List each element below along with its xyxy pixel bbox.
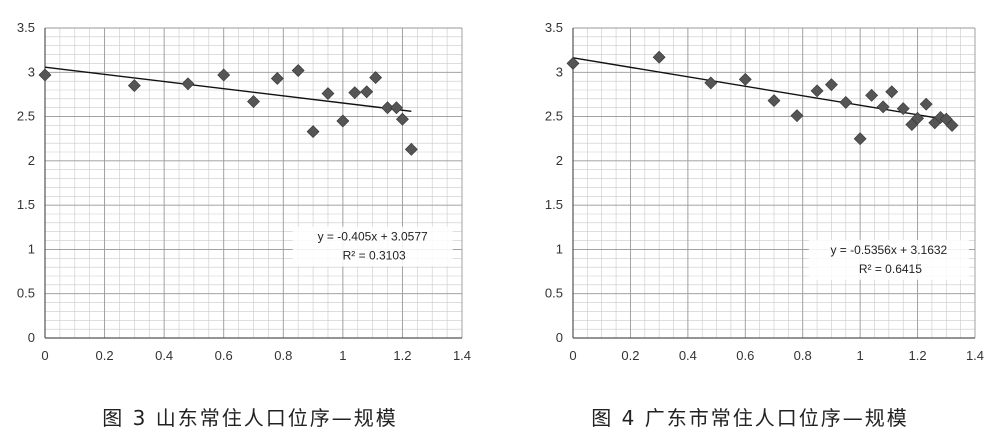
chart-panel-guangdong: 0 0.2 0.4 0.6 0.8 1 1.2 1.4 0 0.5 1 1.5 2 2.5 3 3.5 y = … [500,0,1000,440]
data-point [704,76,718,90]
data-point [348,86,362,100]
data-point [404,142,418,156]
x-tick-label: 1.4 [453,348,471,363]
data-point [738,72,752,86]
x-tick-label: 1.4 [966,348,984,363]
data-point [853,132,867,146]
y-tick-label: 0.5 [545,286,563,301]
y-tick-label: 1 [556,241,563,256]
y-tick-label: 1.5 [17,197,35,212]
y-tick-label: 2.5 [17,109,35,124]
data-point [369,71,383,85]
annotation-background [808,239,969,280]
data-point [790,109,804,123]
data-point [652,50,666,64]
y-tick-label: 1.5 [545,197,563,212]
data-point [38,68,52,82]
y-tick-label: 3.5 [545,20,563,35]
y-tick-label: 0.5 [17,286,35,301]
x-tick-label: 0.6 [736,348,754,363]
data-point [911,111,924,125]
trendline-equation: y = -0.405x + 3.0577 [318,230,428,244]
x-tick-label: 0.8 [794,348,812,363]
x-tick-label: 0 [41,348,48,363]
data-point [767,94,781,108]
data-point [919,97,933,111]
figure-caption: 图 3 山东常住人口位序—规模 [102,406,398,430]
x-tick-label: 0.4 [679,348,697,363]
grid-minor [572,27,976,339]
y-tick-label: 2 [28,153,35,168]
data-point [321,87,335,100]
data-point [810,84,824,98]
x-tick-label: 0.2 [96,348,114,363]
scatter-chart-guangdong: 0 0.2 0.4 0.6 0.8 1 1.2 1.4 0 0.5 1 1.5 2 2.5 3 3.5 y = … [545,20,984,363]
r-squared-label: R² = 0.3103 [343,249,406,263]
annotation-background [292,226,453,267]
x-tick-label: 1 [339,348,346,363]
x-tick-label: 0.4 [155,348,173,363]
data-point [127,79,141,92]
y-tick-label: 2.5 [545,109,563,124]
x-tick-label: 0 [569,348,576,363]
data-point [247,95,260,108]
y-tick-label: 3 [556,64,563,79]
data-point [360,85,374,99]
data-point [825,78,838,92]
y-tick-label: 2 [556,153,563,168]
y-tick-label: 0 [28,330,35,345]
x-tick-label: 1 [857,348,864,363]
x-tick-label: 1.2 [909,348,927,363]
y-tick-label: 3 [28,64,35,79]
x-tick-label: 1.2 [393,348,411,363]
trendline [572,57,953,122]
data-point [217,68,231,82]
data-point [381,101,394,115]
x-tick-label: 0.2 [621,348,639,363]
data-point [876,100,890,114]
trendline [44,66,412,112]
y-tick-label: 1 [28,241,35,256]
data-point [390,101,403,115]
x-tick-label: 0.6 [215,348,233,363]
data-point [181,77,195,91]
r-squared-label: R² = 0.6415 [859,262,922,276]
x-tick-label: 0.8 [274,348,292,363]
scatter-chart-shandong: 0 0.2 0.4 0.6 0.8 1 1.2 1.4 0 0.5 1 1.5 2 2.5 3 3.5 y = … [17,20,471,363]
data-point [291,64,305,77]
figure-caption: 图 4 广东市常住人口位序—规模 [591,406,909,430]
y-tick-label: 3.5 [17,20,35,35]
data-point [839,95,853,109]
data-point [945,119,959,132]
data-point [396,112,409,126]
data-point [896,102,910,116]
data-point [885,85,899,99]
data-point [336,114,350,128]
data-point [270,72,284,85]
data-point [306,125,320,139]
data-point [566,57,580,70]
y-tick-label: 0 [556,330,563,345]
chart-panel-shandong: 0 0.2 0.4 0.6 0.8 1 1.2 1.4 0 0.5 1 1.5 2 2.5 3 3.5 y = … [17,20,471,430]
data-point [865,88,879,102]
trendline-equation: y = -0.5356x + 3.1632 [830,243,947,257]
